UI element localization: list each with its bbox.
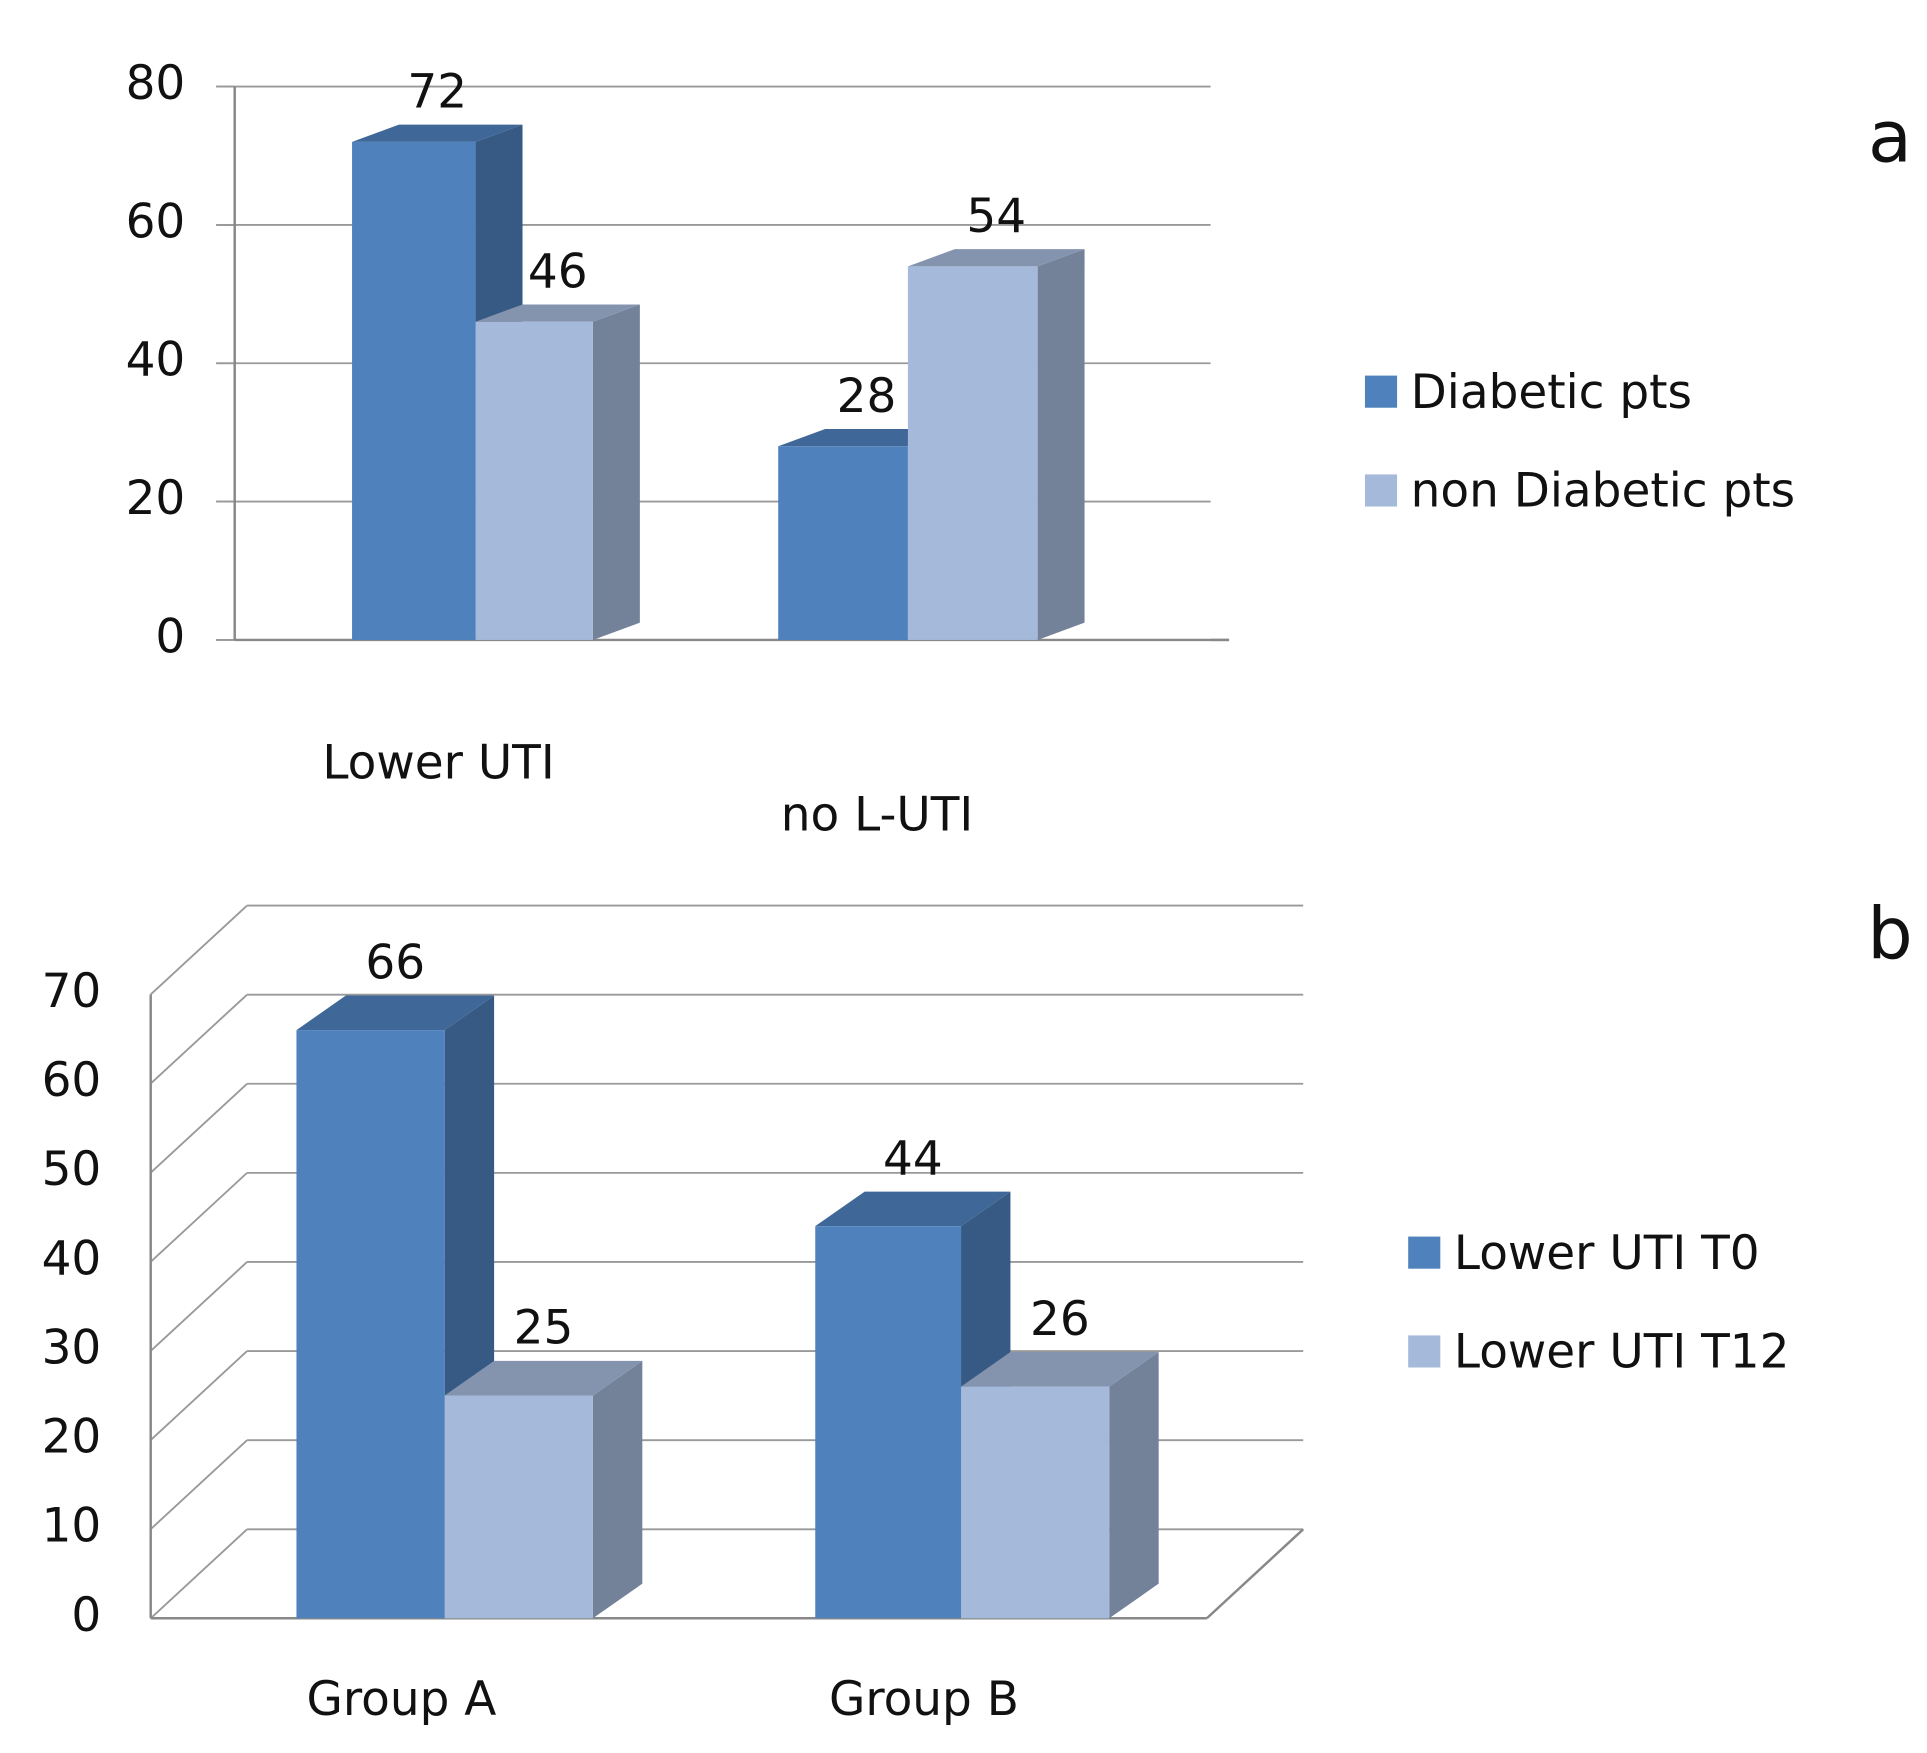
bar-top bbox=[815, 1191, 1011, 1227]
bar-top bbox=[907, 249, 1085, 267]
bar bbox=[961, 1386, 1110, 1619]
bar-side bbox=[1037, 249, 1085, 640]
bar bbox=[475, 321, 593, 640]
bar bbox=[296, 1030, 445, 1619]
legend-swatch bbox=[1408, 1335, 1441, 1368]
value-label: 66 bbox=[365, 935, 425, 990]
legend-swatch bbox=[1408, 1236, 1441, 1269]
grid-line bbox=[150, 1350, 248, 1441]
grid-line bbox=[150, 904, 248, 996]
value-label: 25 bbox=[514, 1301, 574, 1356]
legend-label: Lower UTI T12 bbox=[1454, 1325, 1790, 1380]
legend-swatch bbox=[1364, 474, 1398, 507]
panel-label: a bbox=[1868, 96, 1912, 179]
y-tick-label: 10 bbox=[42, 1499, 102, 1554]
y-tick-label: 40 bbox=[42, 1231, 102, 1286]
grid-line bbox=[150, 993, 248, 1085]
value-label: 44 bbox=[883, 1131, 943, 1186]
grid-line bbox=[150, 1528, 248, 1619]
bar-top bbox=[475, 304, 640, 322]
value-label: 54 bbox=[966, 189, 1026, 244]
bar-side bbox=[592, 304, 640, 640]
legend-label: Diabetic pts bbox=[1411, 365, 1692, 420]
bar-top bbox=[961, 1351, 1159, 1387]
y-tick-label: 20 bbox=[42, 1410, 102, 1465]
bar bbox=[815, 1226, 962, 1619]
grid-line bbox=[150, 1439, 248, 1530]
bar bbox=[778, 446, 908, 640]
value-label: 28 bbox=[837, 369, 897, 424]
y-tick-label: 30 bbox=[42, 1320, 102, 1375]
y-tick-label: 20 bbox=[126, 471, 186, 526]
value-label: 26 bbox=[1030, 1292, 1090, 1347]
y-tick-label: 50 bbox=[42, 1142, 102, 1197]
y-tick-label: 40 bbox=[126, 333, 186, 388]
grid-line bbox=[150, 1172, 248, 1263]
y-tick-label: 0 bbox=[71, 1588, 101, 1643]
bar-top bbox=[296, 995, 495, 1031]
bar-side bbox=[592, 1360, 643, 1619]
x-tick-label: Group B bbox=[829, 1672, 1019, 1727]
legend-label: Lower UTI T0 bbox=[1454, 1226, 1760, 1281]
bar bbox=[907, 266, 1038, 640]
y-tick-label: 80 bbox=[126, 56, 186, 111]
bar-side bbox=[1109, 1351, 1159, 1619]
x-tick-label: no L-UTI bbox=[781, 787, 973, 842]
legend-label: non Diabetic pts bbox=[1411, 464, 1795, 519]
bar-top bbox=[352, 124, 523, 142]
y-tick-label: 0 bbox=[155, 609, 185, 664]
floor-edge bbox=[1206, 1528, 1305, 1620]
bar-top bbox=[444, 1360, 643, 1396]
y-tick-label: 60 bbox=[126, 194, 186, 249]
grid-line bbox=[150, 1083, 248, 1174]
value-label: 72 bbox=[407, 64, 467, 119]
bar bbox=[444, 1395, 593, 1619]
grid-line bbox=[150, 1261, 248, 1352]
bar bbox=[352, 141, 476, 640]
value-label: 46 bbox=[528, 244, 588, 299]
legend-swatch bbox=[1364, 375, 1398, 408]
y-tick-label: 60 bbox=[42, 1053, 102, 1108]
x-tick-label: Group A bbox=[307, 1672, 497, 1727]
panel-label: b bbox=[1867, 892, 1912, 975]
y-tick-label: 70 bbox=[42, 964, 102, 1019]
x-tick-label: Lower UTI bbox=[322, 735, 554, 790]
